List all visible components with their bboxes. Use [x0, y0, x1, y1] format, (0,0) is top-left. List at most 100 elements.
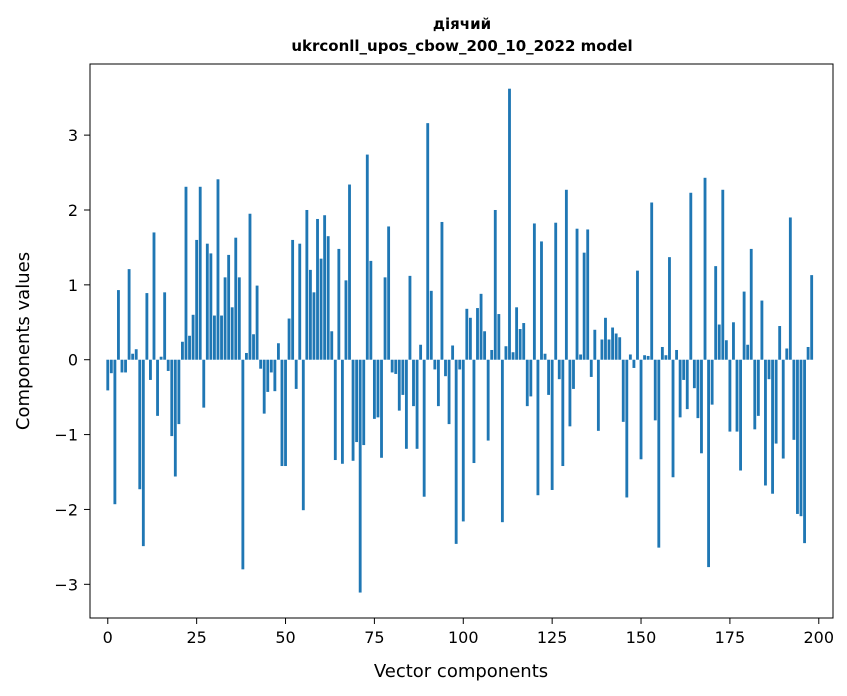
- bar-18: [170, 359, 174, 437]
- bar-15: [159, 356, 163, 360]
- bar-185: [764, 359, 767, 486]
- y-axis-ticks: −3 −2 −1 0 1 2 3: [54, 126, 90, 594]
- y-axis-label: Components values: [13, 252, 34, 430]
- bar-152: [646, 355, 650, 360]
- bar-42: [255, 285, 259, 360]
- bar-82: [397, 359, 401, 411]
- bar-148: [632, 359, 636, 368]
- bar-59: [316, 218, 319, 360]
- bar-179: [742, 291, 746, 360]
- bar-123: [543, 353, 547, 360]
- bar-114: [511, 352, 515, 360]
- bar-103: [472, 359, 476, 464]
- bar-77: [380, 359, 383, 458]
- bar-23: [188, 335, 191, 360]
- bar-133: [579, 354, 583, 360]
- bar-43: [259, 359, 263, 369]
- bar-167: [700, 359, 703, 454]
- bar-22: [184, 186, 188, 360]
- bar-164: [689, 192, 693, 360]
- y-tick-label: 0: [68, 351, 78, 370]
- bar-110: [497, 314, 501, 360]
- bar-88: [419, 344, 423, 360]
- bar-190: [781, 359, 785, 459]
- bar-162: [682, 359, 686, 380]
- bar-4: [120, 359, 124, 373]
- bar-14: [156, 359, 159, 416]
- bar-55: [301, 359, 305, 511]
- bar-51: [287, 318, 291, 360]
- bar-146: [625, 359, 629, 498]
- bar-151: [643, 355, 647, 360]
- bar-188: [774, 359, 778, 444]
- bar-96: [447, 359, 451, 425]
- bar-193: [792, 359, 796, 440]
- bar-102: [468, 317, 472, 360]
- bar-163: [685, 359, 689, 410]
- chart-title: діячий: [433, 15, 491, 33]
- bar-195: [799, 359, 803, 517]
- bar-122: [540, 241, 543, 360]
- bar-104: [476, 308, 479, 360]
- bar-35: [230, 307, 234, 360]
- bar-137: [593, 329, 597, 360]
- bars-group: [106, 88, 814, 593]
- bar-36: [234, 237, 238, 360]
- x-tick-label: 25: [186, 628, 206, 647]
- bar-118: [525, 359, 529, 407]
- bar-64: [333, 359, 337, 461]
- bar-116: [518, 329, 522, 360]
- bar-45: [266, 359, 270, 392]
- bar-46: [269, 359, 273, 373]
- y-tick-label: 3: [68, 126, 78, 145]
- bar-101: [465, 308, 469, 360]
- bar-157: [664, 355, 668, 360]
- bar-83: [401, 359, 405, 395]
- x-tick-label: 100: [448, 628, 479, 647]
- bar-2: [113, 359, 117, 505]
- bar-184: [760, 300, 764, 360]
- bar-130: [568, 359, 572, 427]
- bar-52: [291, 239, 295, 360]
- bar-70: [355, 359, 359, 443]
- bar-192: [788, 217, 792, 360]
- bar-168: [703, 177, 707, 360]
- bar-198: [810, 275, 814, 360]
- y-tick-label: −3: [54, 575, 78, 594]
- bar-120: [532, 223, 536, 360]
- bar-158: [668, 257, 671, 360]
- bar-169: [707, 359, 710, 568]
- bar-98: [454, 359, 458, 544]
- bar-95: [444, 359, 447, 377]
- bar-32: [220, 315, 223, 360]
- bar-155: [657, 359, 661, 548]
- bar-93: [436, 359, 440, 407]
- bar-178: [739, 359, 742, 471]
- bar-8: [134, 349, 138, 360]
- bar-80: [390, 359, 394, 373]
- bar-7: [131, 353, 135, 360]
- bar-72: [362, 359, 366, 446]
- bar-12: [149, 359, 152, 380]
- bar-38: [241, 359, 245, 570]
- bar-154: [653, 359, 657, 421]
- bar-71: [358, 359, 362, 593]
- bar-13: [152, 232, 156, 360]
- bar-150: [639, 359, 643, 460]
- bar-3: [117, 290, 120, 360]
- y-tick-label: −2: [54, 500, 78, 519]
- bar-112: [504, 346, 508, 360]
- bar-131: [572, 359, 575, 389]
- bar-109: [493, 209, 497, 360]
- bar-30: [213, 315, 216, 360]
- bar-144: [618, 337, 622, 360]
- bar-84: [404, 359, 408, 449]
- bar-48: [276, 343, 280, 360]
- bar-125: [550, 359, 554, 490]
- bar-92: [433, 359, 437, 370]
- bar-16: [163, 292, 167, 360]
- bar-126: [554, 222, 558, 360]
- bar-140: [604, 317, 607, 360]
- chart-subtitle: ukrconll_upos_cbow_200_10_2022 model: [291, 37, 632, 55]
- bar-53: [294, 359, 298, 389]
